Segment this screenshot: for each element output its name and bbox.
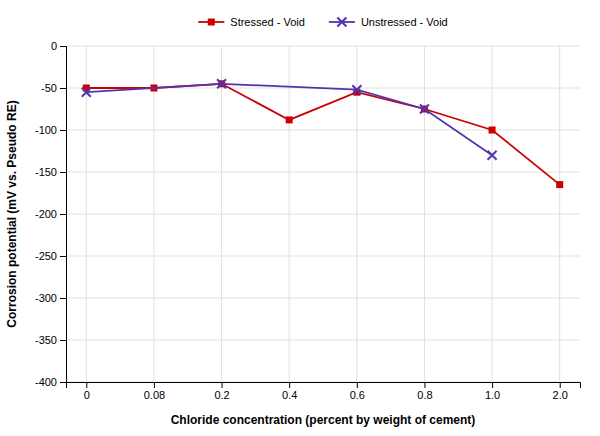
grid-line-y — [66, 46, 580, 47]
grid — [66, 46, 580, 382]
grid-line-x — [86, 46, 87, 382]
y-tick: -350 — [35, 334, 66, 346]
series — [83, 80, 563, 188]
marker — [556, 181, 563, 188]
tick-mark — [154, 382, 155, 388]
legend-marker — [337, 18, 346, 27]
line — [86, 84, 559, 185]
tick-label: -100 — [35, 124, 57, 136]
plot: 0 0.08 0.2 0.4 0.6 0.8 1.0 2.0 0 -50 -100 -150 -200 -… — [35, 40, 581, 401]
grid-line-x — [356, 46, 357, 382]
legend: Stressed - Void Unstressed - Void — [198, 16, 447, 28]
tick-label: 0 — [51, 40, 57, 52]
tick-label: -50 — [41, 82, 57, 94]
tick-mark — [492, 382, 493, 388]
tick-label: -400 — [35, 376, 57, 388]
grid-line-y — [66, 340, 580, 341]
x-axis: 0 0.08 0.2 0.4 0.6 0.8 1.0 2.0 — [67, 382, 581, 401]
tick-label: 0.6 — [350, 389, 365, 401]
tick-label: -350 — [35, 334, 57, 346]
tick-mark — [60, 130, 66, 131]
tick-label: 0.8 — [417, 389, 432, 401]
tick-label: 0 — [84, 389, 90, 401]
axis-line — [67, 383, 581, 389]
legend-item: Unstressed - Void — [329, 16, 448, 28]
y-tick: -300 — [35, 292, 66, 304]
line — [86, 84, 492, 155]
y-axis: 0 -50 -100 -150 -200 -250 -300 -350 -400 — [35, 40, 67, 388]
marker — [489, 127, 496, 134]
marker — [488, 151, 497, 160]
tick-mark — [424, 382, 425, 388]
marker — [82, 88, 91, 97]
tick-mark — [60, 46, 66, 47]
grid-line-y — [66, 130, 580, 131]
y-tick: -400 — [35, 376, 66, 388]
grid-line-x — [289, 46, 290, 382]
tick-mark — [289, 382, 290, 388]
x-tick: 0.8 — [417, 382, 432, 401]
x-tick: 0 — [84, 382, 90, 401]
y-tick: -150 — [35, 166, 66, 178]
grid-line-x — [559, 46, 560, 382]
chart: 0 0.08 0.2 0.4 0.6 0.8 1.0 2.0 0 -50 -100 -150 -200 -… — [0, 0, 600, 436]
marker — [286, 116, 293, 123]
tick-label: 0.08 — [144, 389, 165, 401]
tick-label: -200 — [35, 208, 57, 220]
tick-mark — [560, 382, 561, 388]
grid-line-y — [66, 256, 580, 257]
series — [82, 79, 497, 159]
x-tick: 0.6 — [350, 382, 365, 401]
marks — [82, 79, 563, 188]
grid-line-x — [153, 46, 154, 382]
x-tick: 2.0 — [553, 382, 568, 401]
grid-line-x — [492, 46, 493, 382]
tick-mark — [60, 214, 66, 215]
marker — [217, 79, 226, 88]
tick-mark — [60, 172, 66, 173]
y-axis-title: Corrosion potential (mV vs. Pseudo RE) — [5, 100, 19, 327]
tick-mark — [60, 298, 66, 299]
grid-line-y — [66, 298, 580, 299]
x-tick: 0.2 — [214, 382, 229, 401]
tick-label: 0.2 — [214, 389, 229, 401]
x-axis-title: Chloride concentration (percent by weigh… — [171, 413, 476, 427]
marker — [352, 85, 361, 94]
tick-mark — [60, 256, 66, 257]
y-tick: -100 — [35, 124, 66, 136]
grid-line-y — [66, 172, 580, 173]
y-tick: -200 — [35, 208, 66, 220]
x-tick: 0.08 — [144, 382, 165, 401]
tick-mark — [357, 382, 358, 388]
legend-label: Unstressed - Void — [361, 16, 448, 28]
grid-line-x — [424, 46, 425, 382]
legend-marker — [208, 19, 215, 26]
y-tick: -250 — [35, 250, 66, 262]
tick-mark — [60, 382, 66, 383]
x-tick: 1.0 — [485, 382, 500, 401]
x-tick: 0.4 — [282, 382, 297, 401]
tick-label: -250 — [35, 250, 57, 262]
tick-mark — [222, 382, 223, 388]
tick-label: -150 — [35, 166, 57, 178]
axis-line — [60, 47, 67, 383]
legend-label: Stressed - Void — [230, 16, 305, 28]
y-tick: -50 — [41, 82, 66, 94]
y-tick: 0 — [51, 40, 66, 52]
tick-mark — [60, 340, 66, 341]
tick-label: 2.0 — [553, 389, 568, 401]
tick-label: -300 — [35, 292, 57, 304]
tick-label: 0.4 — [282, 389, 297, 401]
marker — [420, 105, 429, 114]
legend-item: Stressed - Void — [198, 16, 305, 28]
grid-line-x — [221, 46, 222, 382]
grid-line-y — [66, 214, 580, 215]
tick-mark — [86, 382, 87, 388]
tick-label: 1.0 — [485, 389, 500, 401]
tick-mark — [60, 88, 66, 89]
